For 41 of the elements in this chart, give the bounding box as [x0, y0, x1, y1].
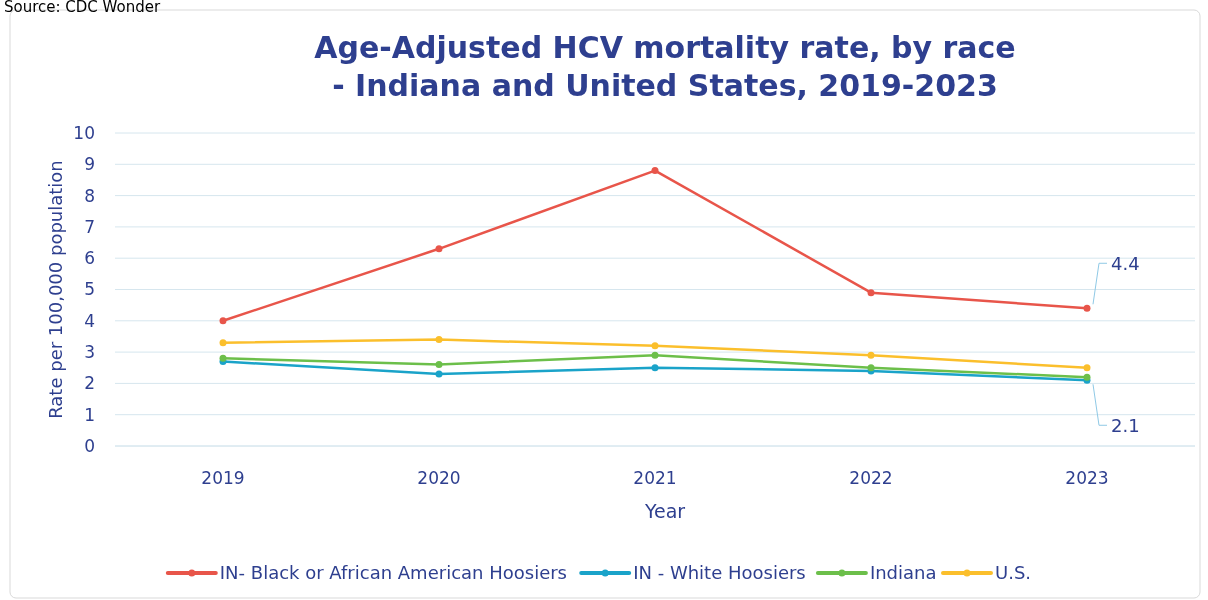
- point: [435, 245, 443, 253]
- x-tick-label: 2021: [633, 468, 677, 488]
- y-tick-label: 8: [84, 185, 95, 206]
- point: [219, 317, 227, 325]
- source-note: Source: CDC Wonder: [4, 0, 161, 16]
- point: [1083, 304, 1091, 312]
- legend-label: Indiana: [869, 562, 937, 584]
- y-tick-label: 10: [73, 122, 95, 143]
- legend-label: U.S.: [995, 562, 1032, 584]
- y-tick-label: 0: [84, 435, 95, 456]
- data-label: 4.4: [1111, 252, 1140, 274]
- y-tick-label: 2: [84, 373, 95, 394]
- point: [435, 361, 443, 369]
- legend-label: IN - White Hoosiers: [633, 562, 806, 584]
- point: [435, 370, 443, 378]
- legend-label: IN- Black or African American Hoosiers: [219, 562, 567, 584]
- point: [1083, 364, 1091, 372]
- y-tick-label: 5: [84, 279, 95, 300]
- data-label: 2.1: [1111, 414, 1140, 436]
- point: [435, 336, 443, 344]
- point: [867, 289, 875, 297]
- y-tick-label: 3: [84, 342, 95, 363]
- point: [651, 364, 659, 372]
- chart-title: Age-Adjusted HCV mortality rate, by race - Indiana and United States, 2019-2023: [314, 30, 1016, 103]
- point: [219, 354, 227, 362]
- point: [651, 351, 659, 359]
- y-tick-label: 7: [84, 216, 95, 237]
- y-tick-label: 4: [84, 310, 95, 331]
- y-tick-label: 6: [84, 248, 95, 269]
- y-axis-title: Rate per 100,000 population: [45, 160, 66, 419]
- point: [219, 339, 227, 347]
- point: [867, 351, 875, 359]
- x-tick-label: 2022: [849, 468, 893, 488]
- x-tick-label: 2019: [201, 468, 245, 488]
- y-tick-label: 1: [84, 404, 95, 425]
- point: [651, 342, 659, 350]
- x-tick-label: 2023: [1065, 468, 1109, 488]
- point: [651, 167, 659, 175]
- x-tick-label: 2020: [417, 468, 461, 488]
- y-tick-label: 9: [84, 154, 95, 175]
- x-axis-title: Year: [643, 500, 686, 522]
